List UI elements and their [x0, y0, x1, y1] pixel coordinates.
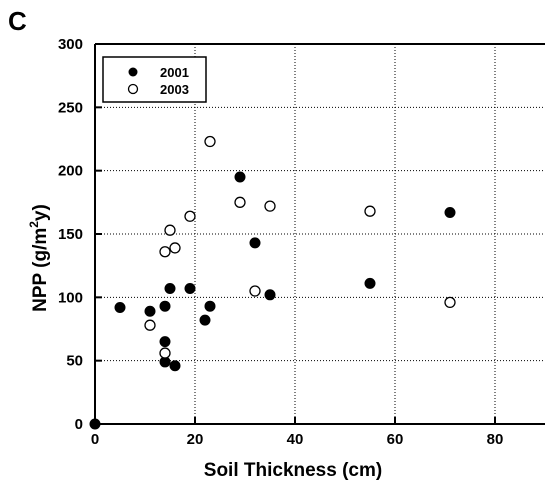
y-axis-label-prefix: NPP (g/m	[30, 228, 51, 312]
legend-box	[102, 56, 207, 103]
data-point-2001	[204, 300, 216, 312]
data-point-2001	[159, 336, 171, 348]
data-point-2003	[144, 319, 156, 331]
x-tick-label: 60	[387, 431, 404, 448]
data-point-2001	[169, 360, 181, 372]
legend-marker-2001	[128, 67, 138, 77]
data-point-2001	[114, 301, 126, 313]
data-point-2003	[249, 285, 261, 297]
y-tick-label: 250	[58, 99, 83, 116]
legend-label-2003: 2003	[160, 82, 189, 97]
y-tick-label: 150	[58, 226, 83, 243]
y-axis-ticks: 0 50 100 150 200 250 300	[58, 36, 102, 433]
data-point-2001	[159, 300, 171, 312]
data-point-2003	[444, 296, 456, 309]
legend-marker-2003	[127, 83, 139, 95]
x-tick-label: 0	[91, 431, 99, 448]
y-axis-label-suffix: y)	[30, 204, 51, 221]
legend: 2001 2003	[102, 56, 207, 103]
data-point-2003	[264, 200, 276, 212]
data-point-2003	[234, 196, 246, 208]
y-tick-label: 0	[75, 416, 83, 433]
data-point-2001	[199, 314, 211, 326]
x-axis-label: Soil Thickness (cm)	[204, 460, 382, 481]
y-tick-label: 100	[58, 289, 83, 306]
data-point-2001	[89, 418, 101, 430]
data-point-2003	[169, 242, 181, 254]
data-points	[89, 135, 456, 430]
data-point-2001	[184, 282, 196, 294]
legend-label-2001: 2001	[160, 65, 189, 80]
data-point-2001	[364, 277, 376, 289]
panel-label: C	[8, 6, 27, 36]
y-axis-label-sup: 2	[27, 221, 41, 228]
y-axis-label: NPP (g/m2y)	[27, 204, 51, 312]
data-point-2003	[184, 210, 196, 222]
data-point-2001	[164, 282, 176, 294]
data-point-2001	[234, 171, 246, 183]
x-axis-ticks: 0 20 40 60 80	[91, 417, 504, 448]
x-tick-label: 20	[187, 431, 204, 448]
data-point-2001	[264, 289, 276, 301]
x-tick-label: 80	[487, 431, 504, 448]
data-point-2003	[164, 224, 176, 236]
x-tick-label: 40	[287, 431, 304, 448]
y-tick-label: 200	[58, 163, 83, 180]
y-tick-label: 300	[58, 36, 83, 53]
data-point-2001	[249, 237, 261, 249]
data-point-2003	[159, 246, 171, 258]
data-point-2001	[444, 206, 456, 218]
data-point-2003	[204, 135, 216, 148]
data-point-2003	[364, 205, 376, 217]
data-point-2003	[159, 347, 171, 359]
y-tick-label: 50	[66, 353, 83, 370]
data-point-2001	[144, 305, 156, 317]
